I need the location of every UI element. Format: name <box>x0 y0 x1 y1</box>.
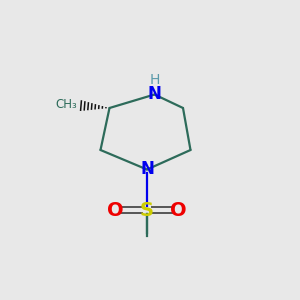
Text: O: O <box>107 200 124 220</box>
Text: CH₃: CH₃ <box>56 98 77 112</box>
Text: H: H <box>150 73 160 87</box>
Text: O: O <box>170 200 187 220</box>
Text: S: S <box>140 200 154 220</box>
Text: N: N <box>148 85 161 103</box>
Text: N: N <box>140 160 154 178</box>
